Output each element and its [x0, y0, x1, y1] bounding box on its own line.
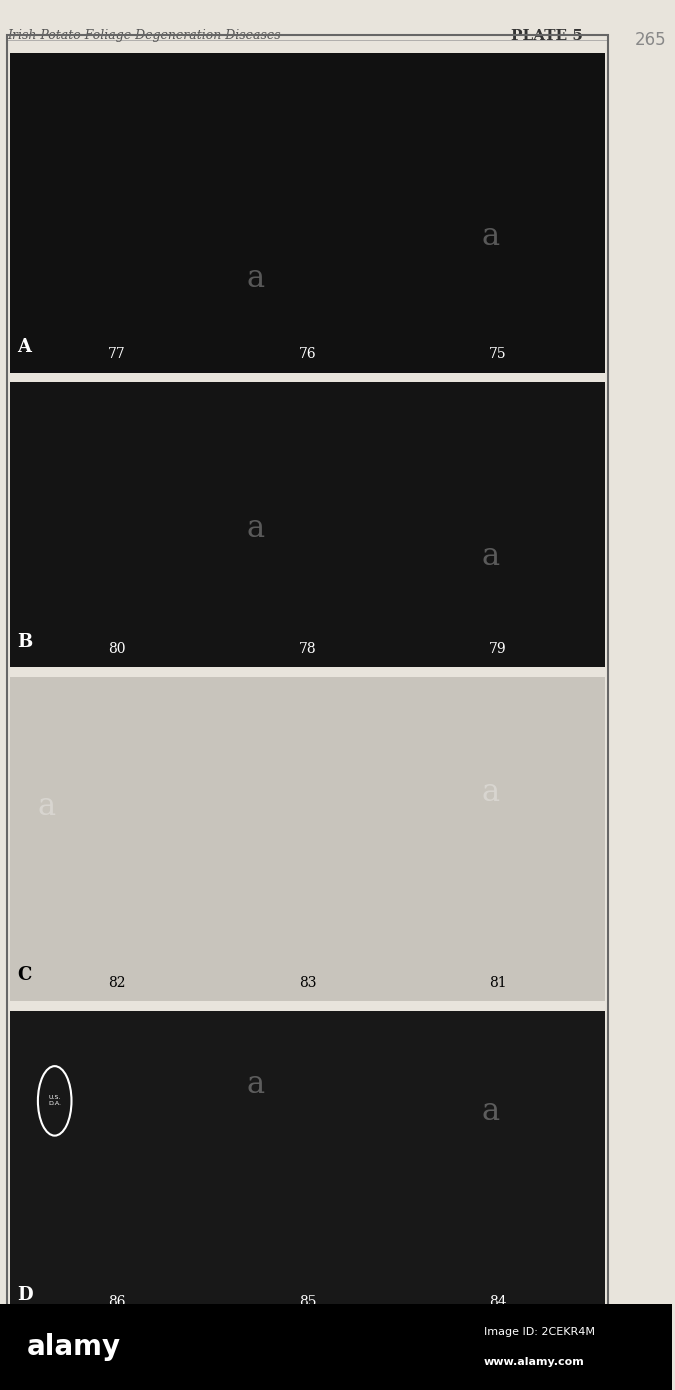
Text: 81: 81: [489, 976, 507, 990]
Text: www.alamy.com: www.alamy.com: [484, 1357, 585, 1368]
Text: C: C: [17, 966, 31, 984]
Text: A: A: [17, 338, 31, 356]
Bar: [10, 677, 605, 1001]
Text: D: D: [17, 1286, 32, 1304]
Text: a: a: [38, 791, 56, 821]
Text: 82: 82: [109, 976, 126, 990]
Text: 77: 77: [108, 348, 126, 361]
Text: Irish Potato Foliage Degeneration Diseases: Irish Potato Foliage Degeneration Diseas…: [7, 29, 280, 42]
Text: a: a: [481, 777, 500, 808]
Text: B: B: [17, 632, 32, 651]
Text: 76: 76: [299, 348, 317, 361]
Bar: [0, 1304, 672, 1390]
Text: a: a: [481, 221, 500, 252]
Text: 75: 75: [489, 348, 507, 361]
Text: a: a: [246, 1069, 265, 1099]
Text: PLATE 5: PLATE 5: [511, 29, 583, 43]
Text: a: a: [481, 541, 500, 571]
Text: 265: 265: [635, 31, 667, 49]
Text: 78: 78: [299, 642, 317, 656]
Text: alamy: alamy: [27, 1333, 121, 1361]
Bar: [10, 1011, 605, 1320]
Text: a: a: [246, 513, 265, 543]
Text: 79: 79: [489, 642, 507, 656]
Text: 86: 86: [109, 1295, 126, 1309]
Bar: [10, 53, 605, 373]
Text: a: a: [481, 1097, 500, 1127]
Bar: [10, 382, 605, 667]
Text: 85: 85: [299, 1295, 317, 1309]
Text: Image ID: 2CEKR4M: Image ID: 2CEKR4M: [484, 1326, 595, 1337]
Text: U.S.
D.A.: U.S. D.A.: [48, 1095, 61, 1106]
Text: 80: 80: [109, 642, 126, 656]
Text: a: a: [246, 263, 265, 293]
Text: 84: 84: [489, 1295, 507, 1309]
Bar: [7, 35, 608, 1327]
Text: 83: 83: [299, 976, 317, 990]
